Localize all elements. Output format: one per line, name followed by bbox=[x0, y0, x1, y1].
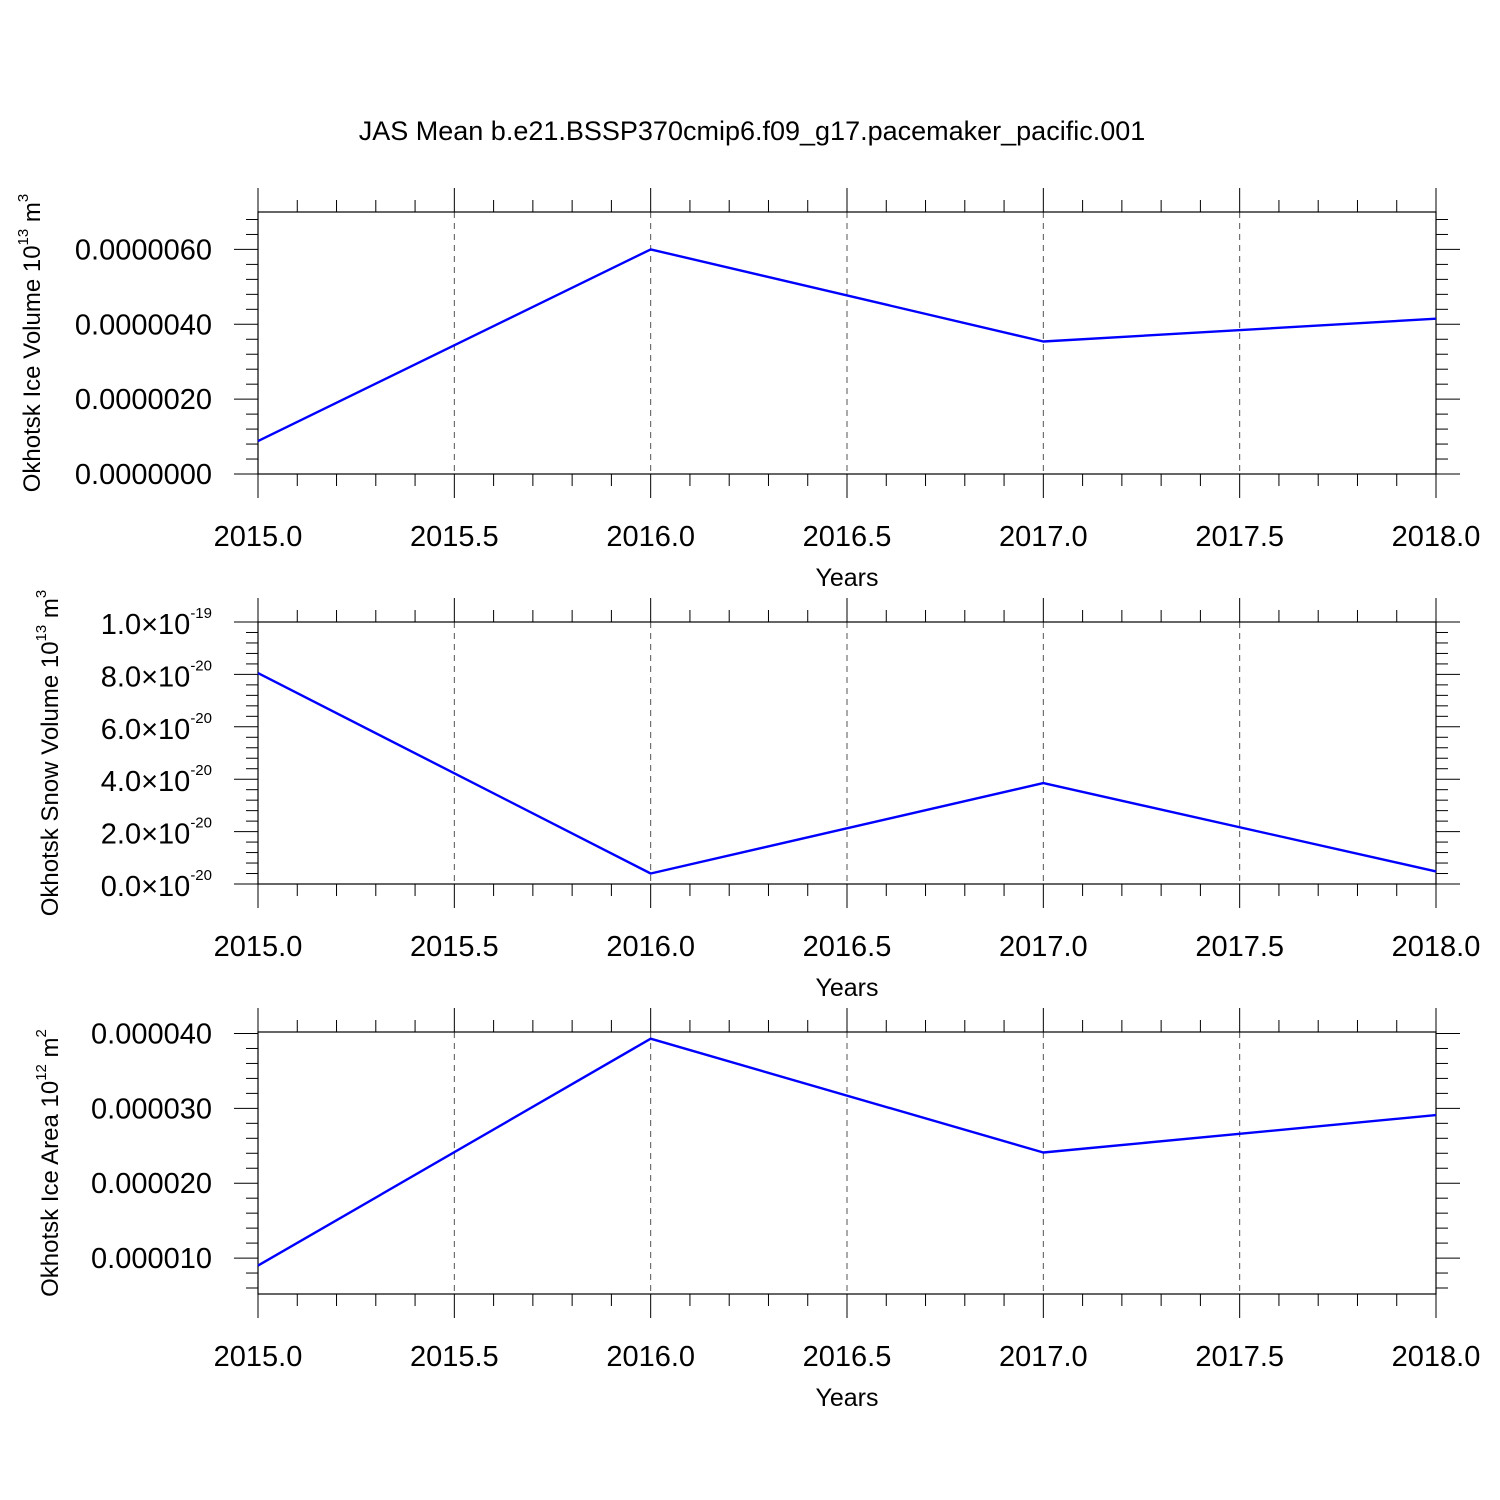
y-tick-label: 8.0×10-20 bbox=[101, 657, 212, 693]
x-tick-label: 2015.0 bbox=[214, 931, 303, 963]
y-axis-label: Okhotsk Ice Volume 1013 m3 bbox=[15, 194, 46, 493]
x-tick-label: 2016.0 bbox=[606, 1341, 695, 1373]
x-tick-label: 2018.0 bbox=[1392, 521, 1481, 553]
x-tick-label: 2018.0 bbox=[1392, 931, 1481, 963]
y-tick-label: 0.0000040 bbox=[75, 309, 212, 341]
y-axis-label: Okhotsk Snow Volume 1013 m3 bbox=[33, 590, 64, 917]
x-tick-label: 2017.0 bbox=[999, 521, 1088, 553]
x-tick-label: 2017.5 bbox=[1195, 1341, 1284, 1373]
chart-panel-2: 2015.0 2015.5 2016.0 2016.5 2017.0 2017.5 2018… bbox=[33, 590, 1480, 1002]
y-tick-label: 0.000030 bbox=[91, 1093, 212, 1125]
x-tick-label: 2017.5 bbox=[1195, 931, 1284, 963]
x-tick-label: 2017.0 bbox=[999, 931, 1088, 963]
data-series-line bbox=[257, 1037, 1437, 1267]
y-tick-label: 0.0000000 bbox=[75, 459, 212, 491]
y-axis-label: Okhotsk Ice Area 1012 m2 bbox=[33, 1029, 64, 1297]
y-tick-label: 4.0×10-20 bbox=[101, 762, 212, 798]
x-axis-label: Years bbox=[815, 1384, 878, 1412]
data-series-line bbox=[257, 248, 1437, 443]
y-tick-label: 0.0×10-20 bbox=[101, 867, 212, 903]
figure-title: JAS Mean b.e21.BSSP370cmip6.f09_g17.pace… bbox=[359, 116, 1146, 146]
x-tick-label: 2015.0 bbox=[214, 521, 303, 553]
x-tick-label: 2016.0 bbox=[606, 931, 695, 963]
x-axis-label: Years bbox=[815, 974, 878, 1002]
y-tick-label: 2.0×10-20 bbox=[101, 815, 212, 851]
x-tick-label: 2016.5 bbox=[803, 1341, 892, 1373]
x-tick-label: 2015.5 bbox=[410, 1341, 499, 1373]
y-tick-label: 0.0000020 bbox=[75, 384, 212, 416]
chart-panel-3: 2015.0 2015.5 2016.0 2016.5 2017.0 2017.5 2018… bbox=[33, 1008, 1480, 1412]
x-tick-label: 2015.0 bbox=[214, 1341, 303, 1373]
x-tick-label: 2016.0 bbox=[606, 521, 695, 553]
x-tick-label: 2017.5 bbox=[1195, 521, 1284, 553]
x-tick-label: 2015.5 bbox=[410, 931, 499, 963]
y-tick-label: 6.0×10-20 bbox=[101, 710, 212, 746]
y-tick-label: 0.000020 bbox=[91, 1168, 212, 1200]
x-tick-label: 2018.0 bbox=[1392, 1341, 1481, 1373]
y-tick-label: 0.000010 bbox=[91, 1243, 212, 1275]
x-axis-label: Years bbox=[815, 564, 878, 592]
x-tick-label: 2017.0 bbox=[999, 1341, 1088, 1373]
chart-panel-1: 2015.0 2015.5 2016.0 2016.5 2017.0 2017.5 2018… bbox=[15, 188, 1480, 592]
x-tick-label: 2016.5 bbox=[803, 931, 892, 963]
y-tick-label: 0.000040 bbox=[91, 1018, 212, 1050]
data-series-line bbox=[257, 672, 1437, 875]
y-tick-label: 1.0×10-19 bbox=[101, 605, 212, 641]
x-tick-label: 2016.5 bbox=[803, 521, 892, 553]
chart-panels: 2015.0 2015.5 2016.0 2016.5 2017.0 2017.5 2018… bbox=[15, 188, 1480, 1412]
y-tick-label: 0.0000060 bbox=[75, 234, 212, 266]
x-tick-label: 2015.5 bbox=[410, 521, 499, 553]
